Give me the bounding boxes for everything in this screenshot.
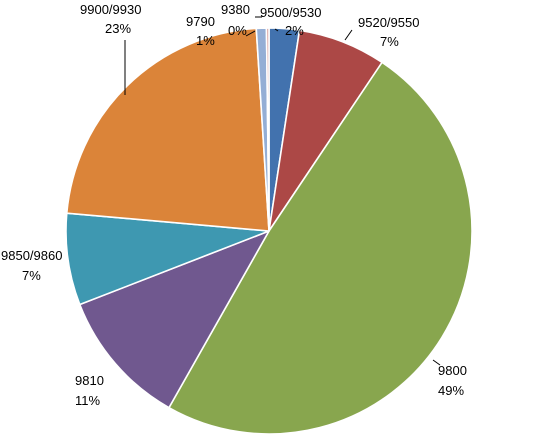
label-9520-9550-percent: 7% xyxy=(380,34,399,49)
label-9500-9530-percent: 2% xyxy=(285,23,304,38)
label-9800-percent: 49% xyxy=(438,383,464,398)
leader-line-9500-9530 xyxy=(274,28,279,32)
label-9900-9930-percent: 23% xyxy=(105,21,131,36)
pie-slice-9900-9930 xyxy=(65,27,270,232)
pie-slice-9380 xyxy=(265,27,270,232)
label-9900-9930-name: 9900/9930 xyxy=(80,2,141,17)
label-9790-percent: 1% xyxy=(196,33,215,48)
label-9810-percent: 11% xyxy=(75,393,100,408)
label-9520-9550-name: 9520/9550 xyxy=(358,15,419,30)
label-9810-name: 9810 xyxy=(75,373,104,388)
label-9500-9530-name: 9500/9530 xyxy=(260,5,321,20)
leader-line-9520-9550 xyxy=(344,29,353,41)
leader-line-9800 xyxy=(432,359,441,366)
pie-slices xyxy=(65,27,473,435)
leader-line-9790 xyxy=(245,30,256,37)
label-9790-name: 9790 xyxy=(186,14,215,29)
pie-slice-9810 xyxy=(78,230,270,409)
label-9380-name: 9380 xyxy=(221,2,250,17)
label-9850-9860-name: 9850/9860 xyxy=(1,248,62,263)
label-9850-9860-percent: 7% xyxy=(22,268,41,283)
leader-lines xyxy=(124,16,441,366)
label-9380-percent: 0% xyxy=(228,23,247,38)
label-9800-name: 9800 xyxy=(438,363,467,378)
pie-slice-9800 xyxy=(168,61,473,435)
